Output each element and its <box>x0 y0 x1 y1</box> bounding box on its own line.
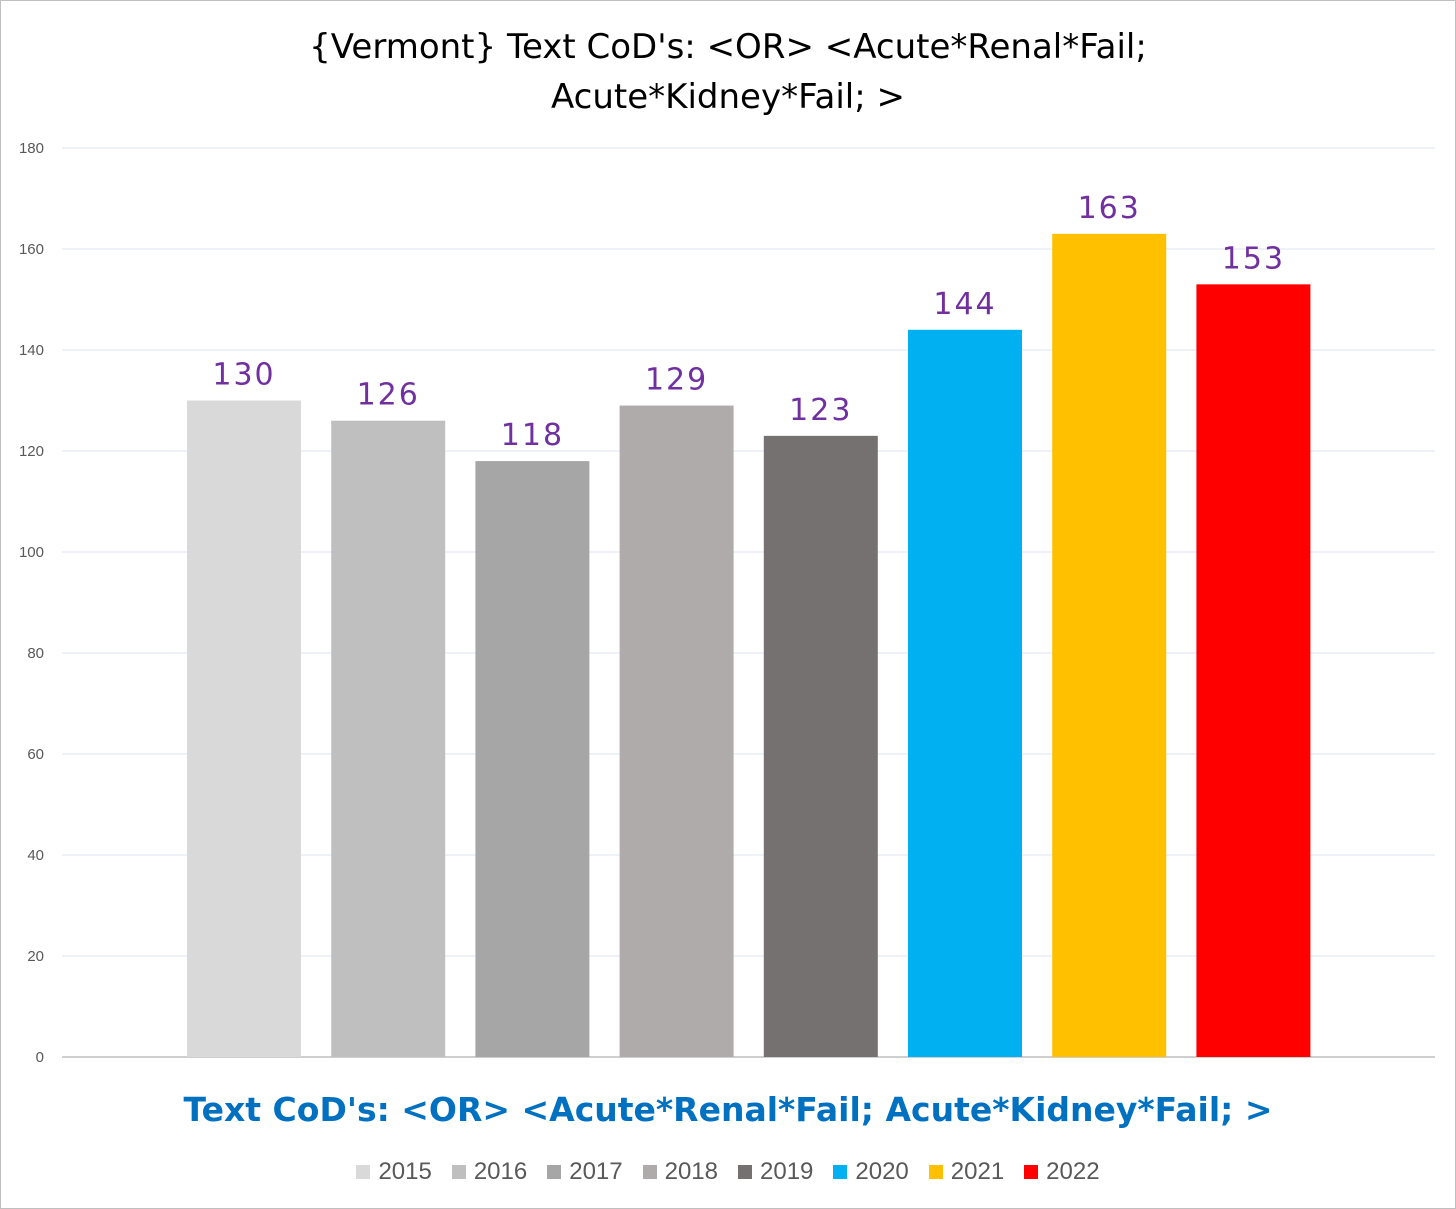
bar-2018 <box>619 405 734 1057</box>
data-label-2016: 126 <box>357 378 420 413</box>
y-tick-label: 140 <box>19 342 44 359</box>
legend-swatch <box>928 1165 943 1179</box>
y-tick-label: 120 <box>19 443 44 460</box>
bars <box>187 233 1311 1058</box>
bar-2021 <box>1052 233 1167 1058</box>
legend-label: 2017 <box>569 1158 623 1185</box>
legend-label: 2020 <box>855 1158 909 1185</box>
legend-item-2020: 2020 <box>833 1158 909 1186</box>
legend-swatch <box>451 1165 466 1179</box>
legend-label: 2015 <box>378 1158 432 1185</box>
legend-item-2022: 2022 <box>1024 1158 1100 1186</box>
legend-item-2016: 2016 <box>451 1158 528 1186</box>
legend-swatch <box>1024 1165 1039 1179</box>
chart-title-line-2: Acute*Kidney*Fail; > <box>551 77 905 117</box>
chart-title: {Vermont} Text CoD's: <OR> <Acute*Renal*… <box>0 22 1456 122</box>
legend-swatch <box>547 1165 562 1179</box>
y-tick-label: 100 <box>19 544 44 561</box>
bar-2020 <box>908 329 1022 1057</box>
data-label-2021: 163 <box>1078 191 1141 226</box>
legend-label: 2021 <box>950 1158 1005 1185</box>
legend-swatch <box>356 1165 371 1179</box>
chart-title-line-1: {Vermont} Text CoD's: <OR> <Acute*Renal*… <box>309 27 1147 67</box>
legend-swatch <box>738 1165 752 1179</box>
y-tick-label: 80 <box>27 645 44 662</box>
legend-item-2019: 2019 <box>738 1158 813 1186</box>
bar-2022 <box>1196 284 1311 1058</box>
legend-item-2015: 2015 <box>356 1158 432 1186</box>
y-tick-label: 180 <box>19 140 44 157</box>
y-tick-label: 20 <box>27 948 44 965</box>
legend-label: 2022 <box>1046 1158 1100 1185</box>
legend-item-2021: 2021 <box>928 1158 1005 1186</box>
bar-2017 <box>475 461 590 1058</box>
y-tick-label: 60 <box>27 746 44 763</box>
data-label-2019: 123 <box>789 393 852 428</box>
y-tick-label: 0 <box>36 1049 44 1066</box>
data-labels: 130 126 118 129 123 144 163 153 <box>212 191 1285 453</box>
legend-label: 2016 <box>473 1158 528 1185</box>
data-label-2022: 153 <box>1222 241 1285 276</box>
data-label-2020: 144 <box>933 287 996 322</box>
legend-item-2017: 2017 <box>547 1158 623 1186</box>
legend-swatch <box>642 1165 657 1179</box>
data-label-2018: 129 <box>645 363 708 398</box>
bar-2015 <box>187 400 301 1057</box>
legend-label: 2019 <box>760 1158 814 1185</box>
legend: 2015 2016 2017 2018 2019 2020 2021 2022 <box>0 1158 1456 1186</box>
x-axis-title: Text CoD's: <OR> <Acute*Renal*Fail; Acut… <box>183 1090 1273 1129</box>
bar-2019 <box>763 435 878 1058</box>
legend-item-2018: 2018 <box>642 1158 718 1186</box>
bar-2016 <box>331 420 446 1057</box>
data-label-2015: 130 <box>212 358 275 393</box>
y-axis-ticks: 0 20 40 60 80 100 120 140 160 180 <box>19 140 44 1066</box>
legend-swatch <box>833 1165 848 1179</box>
data-label-2017: 118 <box>501 418 564 453</box>
y-tick-label: 40 <box>27 847 44 864</box>
legend-label: 2018 <box>664 1158 718 1185</box>
y-tick-label: 160 <box>19 241 44 258</box>
